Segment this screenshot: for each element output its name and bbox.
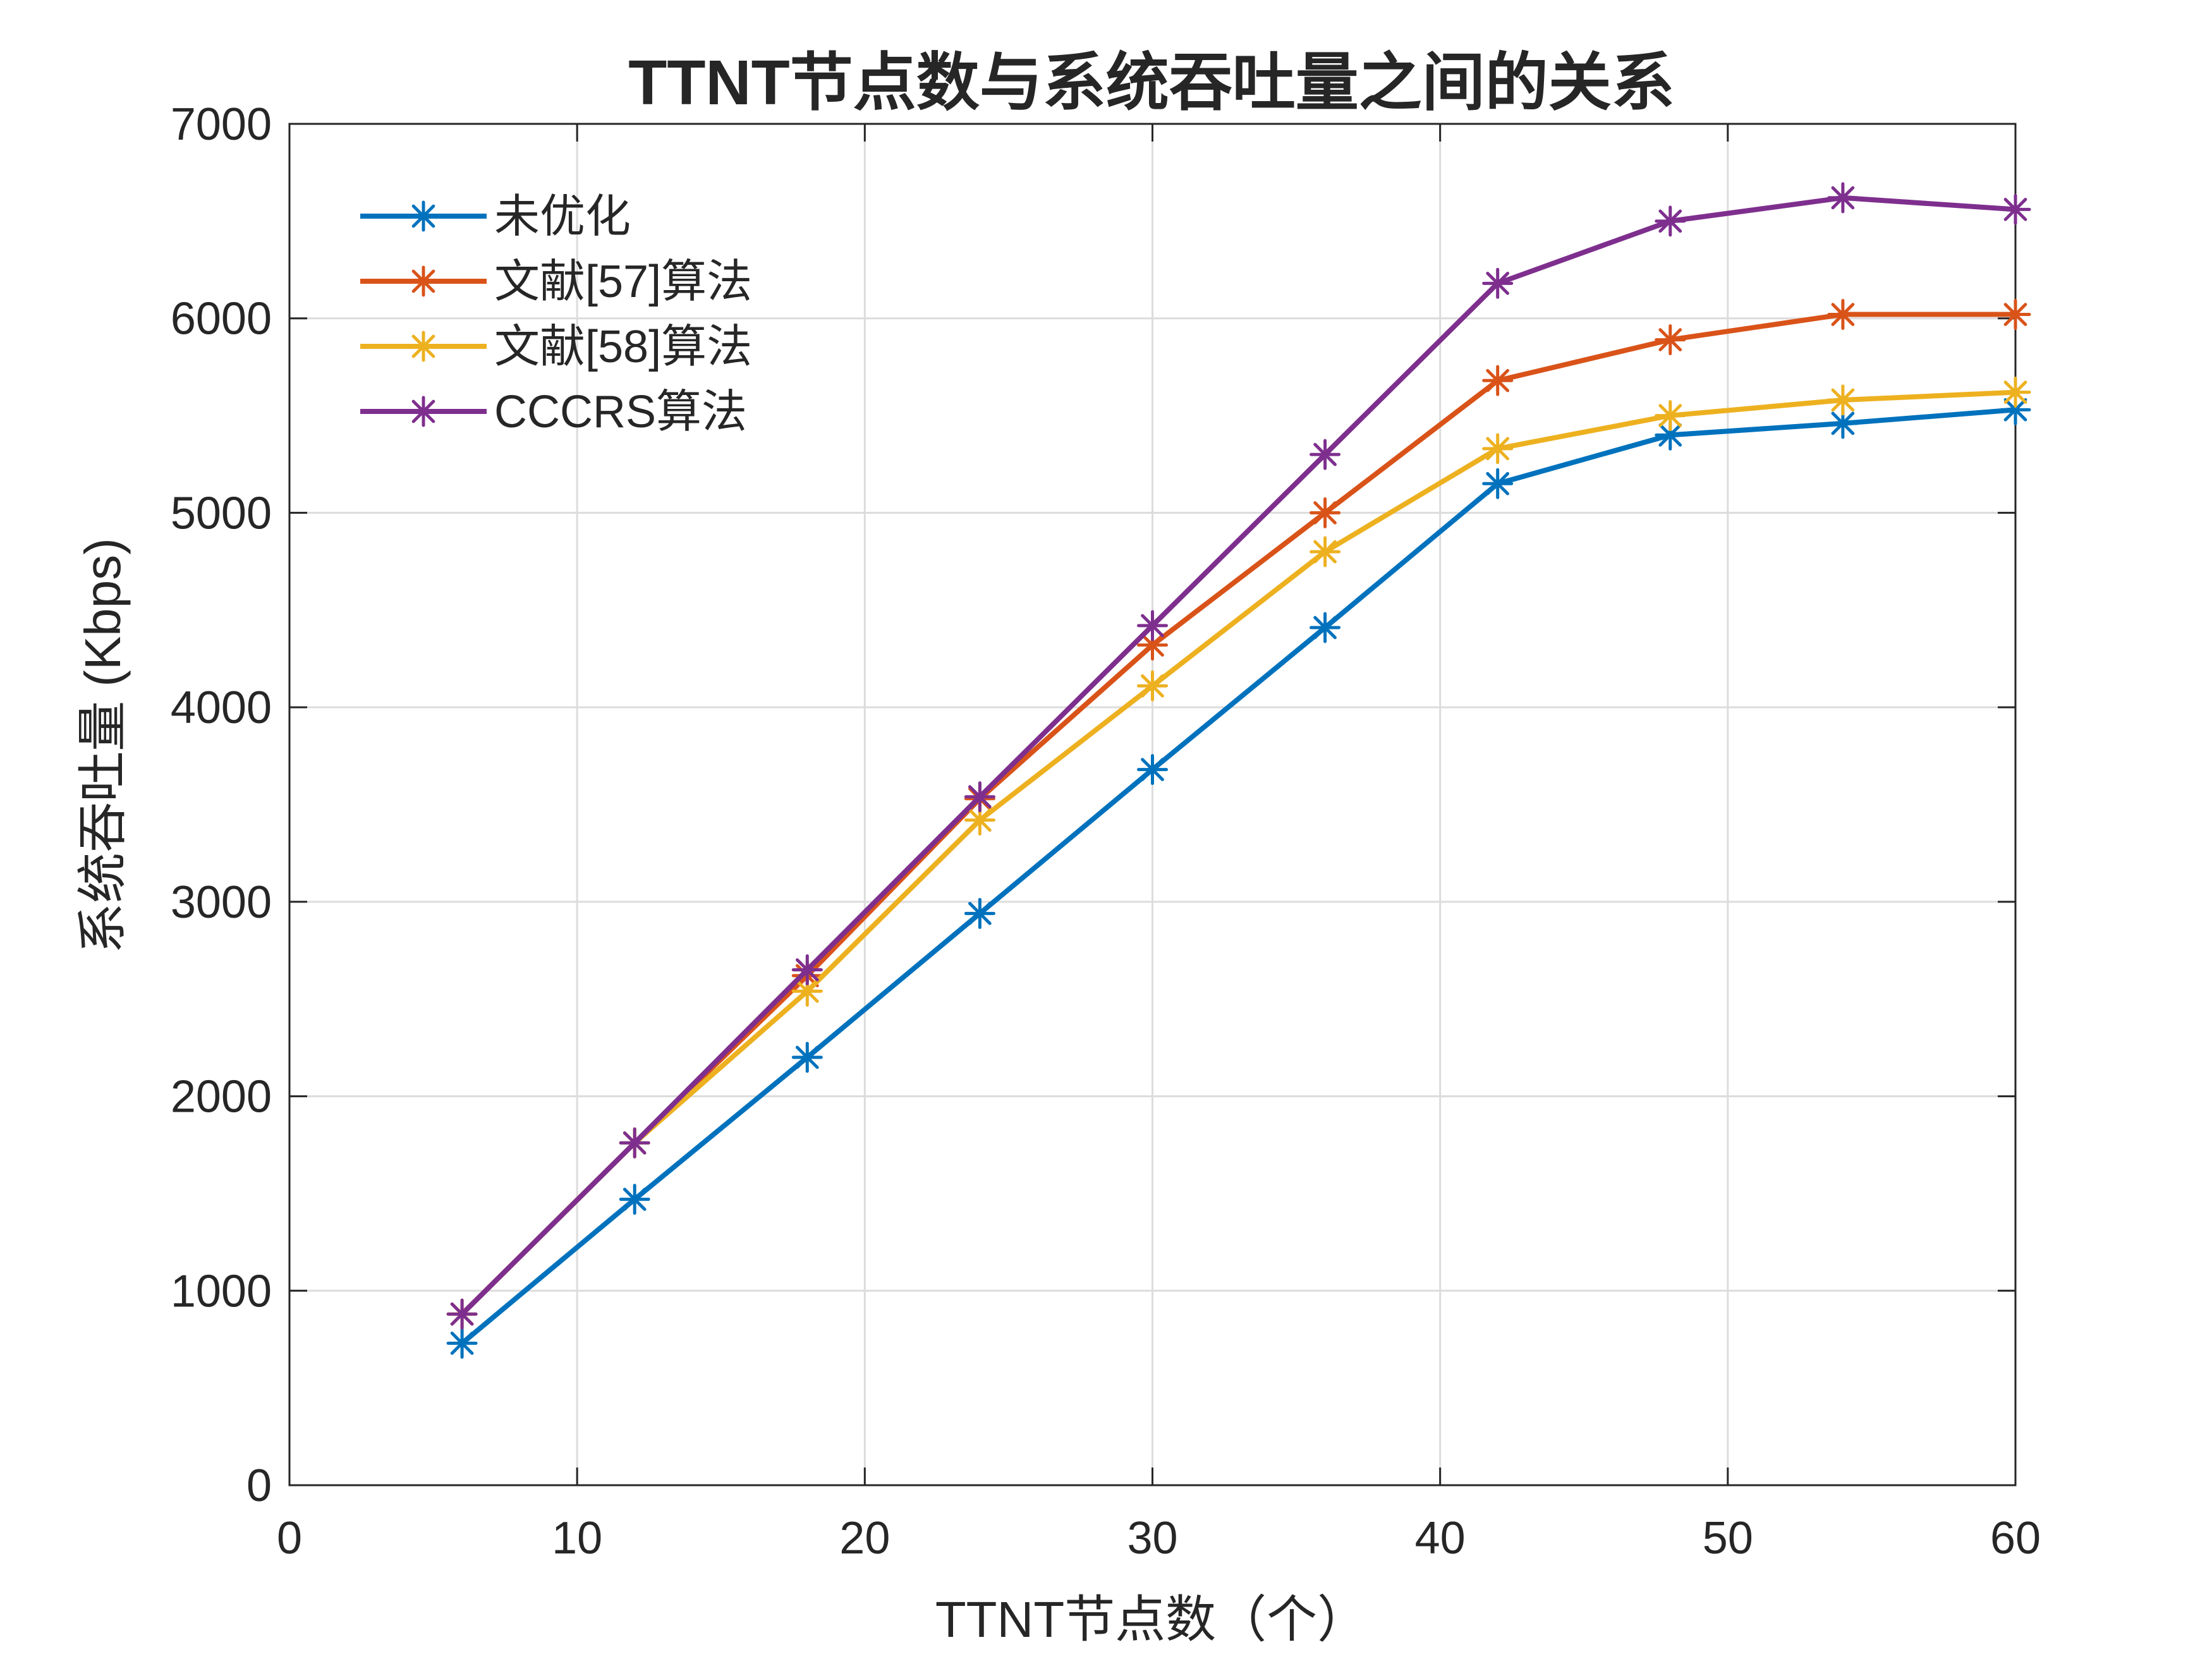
series-2-point (1655, 324, 1686, 356)
chart-title: TTNT节点数与系统吞吐量之间的关系 (628, 47, 1674, 118)
series-1-point (1482, 468, 1514, 499)
series-2-point (2000, 299, 2031, 331)
series-1-line (460, 407, 2016, 1346)
y-tick-label: 0 (246, 1461, 272, 1511)
series-4-point (1655, 205, 1686, 237)
series-3-point (1655, 400, 1686, 432)
series-4-point (619, 1127, 650, 1158)
legend-label: 文献[58]算法 (494, 322, 752, 372)
series-1-point (1137, 754, 1168, 786)
series-2-line (460, 312, 2015, 1316)
legend-swatch-marker (408, 331, 439, 362)
x-tick-label: 30 (1127, 1513, 1177, 1564)
legend-item: CCCRS算法 (360, 387, 747, 437)
y-tick-label: 5000 (171, 488, 272, 538)
series-3-point (2000, 377, 2031, 408)
x-axis-label: TTNT节点数（个） (935, 1591, 1368, 1648)
grid (289, 124, 2015, 1485)
series-3-point (1482, 433, 1514, 465)
ticks: 0 10 20 30 40 50 60 0 1000 2000 3000 4000 5000 6000 70… (171, 99, 2041, 1564)
legend-item: 未优化 (360, 191, 631, 242)
series-1-point (964, 897, 995, 929)
x-tick-label: 40 (1415, 1513, 1466, 1564)
series-1-point (1310, 612, 1341, 643)
series-4-point (964, 781, 995, 813)
series-1 (446, 394, 2031, 1359)
series-3-point (1137, 670, 1168, 702)
legend-item: 文献[58]算法 (360, 322, 752, 372)
series-4-line (460, 195, 2016, 1316)
series-4-point (2000, 193, 2031, 225)
legend-swatch-marker (408, 265, 439, 297)
y-tick-label: 2000 (171, 1072, 272, 1122)
x-tick-label: 0 (277, 1513, 302, 1564)
x-tick-label: 50 (1703, 1513, 1753, 1564)
legend-swatch-marker (408, 200, 439, 232)
series-3-line (460, 389, 2016, 1316)
series-3-point (1310, 536, 1341, 568)
series-2 (446, 299, 2031, 1330)
series-4-point (1827, 182, 1859, 214)
series-2-point (1137, 629, 1168, 661)
series-3-point (1827, 384, 1859, 416)
y-tick-label: 4000 (171, 683, 272, 733)
series-1-point (619, 1184, 650, 1215)
series-4-point (1482, 267, 1514, 299)
series-3 (446, 377, 2031, 1330)
y-axis-label: 系统吞吐量 (Kbps) (75, 538, 131, 954)
legend-label: 未优化 (494, 191, 631, 242)
x-tick-label: 10 (552, 1513, 602, 1564)
x-tick-label: 60 (1990, 1513, 2041, 1564)
legend-swatch-marker (408, 396, 439, 427)
series-4-point (1137, 610, 1168, 641)
series-1-point (791, 1042, 823, 1073)
series-4-point (791, 954, 823, 986)
y-tick-label: 6000 (171, 294, 272, 344)
series-4-point (1310, 439, 1341, 470)
series-2-point (1482, 365, 1514, 396)
y-tick-label: 1000 (171, 1266, 272, 1316)
series-layer (446, 182, 2031, 1359)
legend-label: CCCRS算法 (494, 387, 747, 437)
series-4-point (446, 1298, 478, 1330)
series-4 (446, 182, 2031, 1330)
series-2-point (1310, 497, 1341, 528)
series-1-point (446, 1327, 478, 1359)
y-tick-label: 3000 (171, 877, 272, 928)
x-tick-label: 20 (839, 1513, 890, 1564)
series-2-point (1827, 299, 1859, 331)
legend-item: 文献[57]算法 (360, 257, 752, 307)
y-tick-label: 7000 (171, 99, 272, 150)
legend-label: 文献[57]算法 (494, 257, 752, 307)
